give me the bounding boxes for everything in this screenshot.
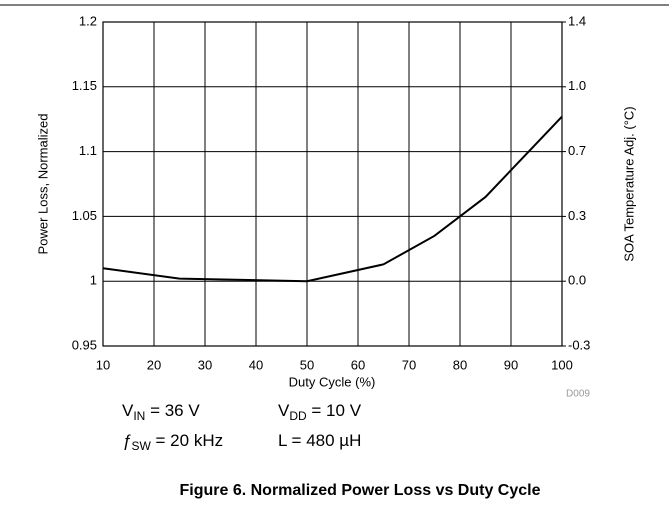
x-axis-label: Duty Cycle (%) (289, 374, 376, 389)
condition-text: = 20 kHz (151, 431, 223, 450)
condition-text: = 480 µH (287, 431, 362, 450)
x-tick-label: 100 (551, 357, 573, 372)
y-tick-label: 1.1 (79, 143, 97, 158)
condition-text: = 36 V (145, 401, 200, 420)
y2-tick-label: 0.0 (568, 273, 586, 288)
x-tick-label: 40 (249, 357, 263, 372)
condition-text: = 10 V (307, 401, 362, 420)
condition-subscript: IN (133, 409, 145, 423)
x-tick-label: 10 (96, 357, 110, 372)
y2-tick-label: 1.0 (568, 78, 586, 93)
x-tick-label: 70 (402, 357, 416, 372)
x-tick-label: 20 (147, 357, 161, 372)
y2-tick-label: -0.3 (568, 337, 590, 352)
condition-symbol: L (278, 431, 287, 450)
condition-symbol: V (122, 401, 134, 420)
figure-title: Figure 6. Normalized Power Loss vs Duty … (180, 482, 541, 499)
y-tick-label: 1.15 (72, 78, 97, 93)
condition-subscript: SW (131, 439, 151, 453)
condition-symbol: V (278, 401, 290, 420)
x-tick-label: 50 (300, 357, 314, 372)
line-series (102, 115, 563, 283)
y-tick-label: 0.95 (72, 337, 97, 352)
condition: VDD = 10 V (278, 401, 362, 423)
condition: VIN = 36 V (122, 401, 200, 423)
x-tick-label: 90 (504, 357, 518, 372)
condition: ƒSW = 20 kHz (122, 431, 223, 453)
y-tick-label: 1 (90, 273, 97, 288)
y-tick-label: 1.2 (79, 13, 97, 28)
y-axis-label: Power Loss, Normalized (35, 114, 50, 255)
y-tick-label: 1.05 (72, 208, 97, 223)
x-tick-label: 30 (198, 357, 212, 372)
condition-symbol: ƒ (122, 431, 131, 450)
y2-tick-label: 0.3 (568, 208, 586, 223)
x-tick-label: 60 (351, 357, 365, 372)
y2-tick-label: 0.7 (568, 143, 586, 158)
y2-tick-label: 1.4 (568, 13, 586, 28)
condition-subscript: DD (289, 409, 307, 423)
plot-frame (102, 21, 563, 347)
condition: L = 480 µH (278, 431, 361, 450)
x-tick-label: 80 (453, 357, 467, 372)
figure-id: D009 (566, 389, 590, 400)
y2-axis-label: SOA Temperature Adj. (°C) (621, 106, 636, 261)
